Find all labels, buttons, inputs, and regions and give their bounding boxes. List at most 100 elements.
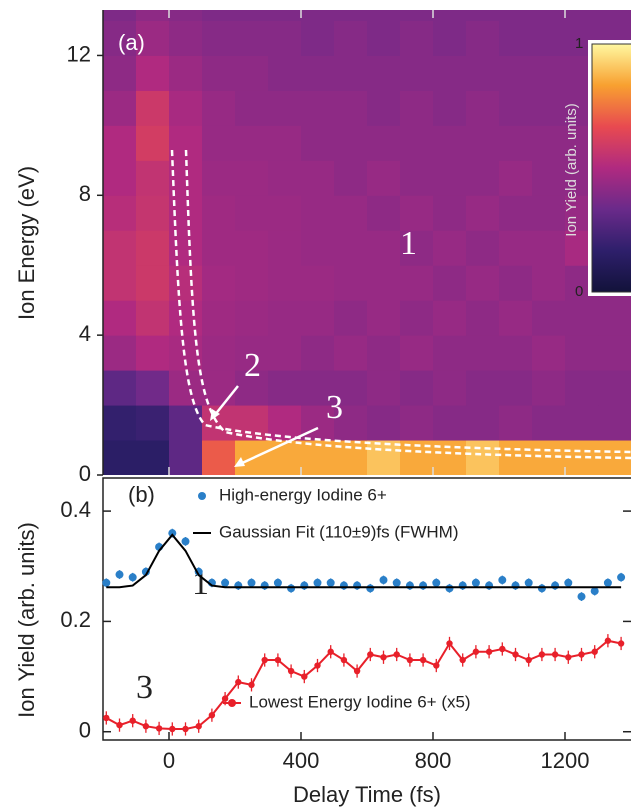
heat-cell <box>136 370 170 406</box>
colorbar <box>591 43 631 293</box>
heat-cell <box>103 90 137 126</box>
heat-cell <box>433 230 467 266</box>
data-point <box>525 656 532 664</box>
heat-cell <box>367 370 401 406</box>
heat-cell <box>268 370 302 406</box>
heat-cell <box>367 230 401 266</box>
heat-cell <box>235 125 269 161</box>
legend-label: High-energy Iodine 6+ <box>219 485 387 504</box>
heat-cell <box>532 20 566 56</box>
data-point <box>485 648 493 655</box>
heat-cell <box>400 160 434 196</box>
heat-cell <box>400 335 434 371</box>
data-point <box>301 673 308 680</box>
heat-cell <box>169 20 203 56</box>
heat-cell <box>103 370 137 406</box>
heat-cell <box>532 230 566 266</box>
heat-cell <box>301 335 335 371</box>
heat-cell <box>268 125 302 161</box>
data-point <box>604 637 612 644</box>
heat-cell <box>169 230 203 266</box>
data-point <box>195 723 202 730</box>
heat-cell <box>532 125 566 161</box>
data-point <box>577 592 586 601</box>
heat-cell <box>202 335 236 371</box>
colorbar-tick-label: 0 <box>575 283 583 300</box>
heat-cell <box>433 370 467 406</box>
heat-cell <box>136 300 170 336</box>
heat-cell <box>400 90 434 126</box>
y-tick-label: 12 <box>67 41 91 66</box>
heat-cell <box>235 370 269 406</box>
x-tick-label: 800 <box>415 748 452 773</box>
heat-cell <box>169 55 203 91</box>
y-tick-label: 0 <box>79 718 91 743</box>
heat-cell <box>532 10 566 21</box>
heat-cell <box>202 195 236 231</box>
heat-cell <box>466 20 500 56</box>
heat-cell <box>235 265 269 301</box>
data-point <box>538 651 546 658</box>
heat-cell <box>598 300 631 336</box>
x-tick-label: 0 <box>163 748 175 773</box>
y-tick-label: 0 <box>79 461 91 486</box>
heat-cell <box>532 405 566 441</box>
heat-cell <box>565 370 599 406</box>
heat-cell <box>499 265 533 301</box>
data-point <box>261 656 268 664</box>
heat-cell <box>301 230 335 266</box>
heat-cell <box>169 370 203 406</box>
heat-cell <box>268 265 302 301</box>
heat-cell <box>268 300 302 336</box>
annotation: 1 <box>400 225 417 262</box>
heat-cell <box>334 335 368 371</box>
heat-cell <box>400 20 434 56</box>
heat-cell <box>334 405 368 441</box>
heat-cell <box>268 440 302 475</box>
heat-cell <box>367 195 401 231</box>
data-point <box>511 581 520 590</box>
data-point <box>181 537 190 546</box>
arrow-head <box>234 457 245 467</box>
heat-cell <box>136 440 170 475</box>
heat-cell <box>136 405 170 441</box>
data-point <box>314 662 321 669</box>
data-point <box>339 581 348 590</box>
heat-cell <box>499 10 533 21</box>
data-point <box>617 640 625 647</box>
heat-cell <box>532 370 566 406</box>
annotation: 3 <box>136 669 153 706</box>
heat-cell <box>169 10 203 21</box>
data-point <box>551 581 560 590</box>
heat-cell <box>235 160 269 196</box>
heat-cell <box>466 125 500 161</box>
guide-curve <box>170 149 631 454</box>
data-point <box>419 656 427 664</box>
data-point <box>366 584 375 593</box>
data-point <box>485 581 494 590</box>
data-point <box>405 581 414 590</box>
annotation: (b) <box>128 482 155 507</box>
data-point <box>524 578 533 587</box>
data-point <box>248 681 255 689</box>
data-point <box>472 648 480 655</box>
heat-cell <box>268 55 302 91</box>
heat-cell <box>532 160 566 196</box>
heat-cell <box>433 125 467 161</box>
plot-frame <box>102 477 631 741</box>
heat-cell <box>433 265 467 301</box>
heat-cell <box>103 20 137 56</box>
heat-cell <box>202 55 236 91</box>
data-point <box>458 581 467 590</box>
data-point <box>433 662 440 669</box>
data-point <box>340 656 348 664</box>
data-point <box>419 581 428 590</box>
heat-cell <box>169 265 203 301</box>
heat-cell <box>136 20 170 56</box>
heat-cell <box>400 195 434 231</box>
heat-cell <box>301 125 335 161</box>
heat-cell <box>268 335 302 371</box>
heat-cell <box>367 300 401 336</box>
heat-cell <box>367 405 401 441</box>
heat-cell <box>334 10 368 21</box>
